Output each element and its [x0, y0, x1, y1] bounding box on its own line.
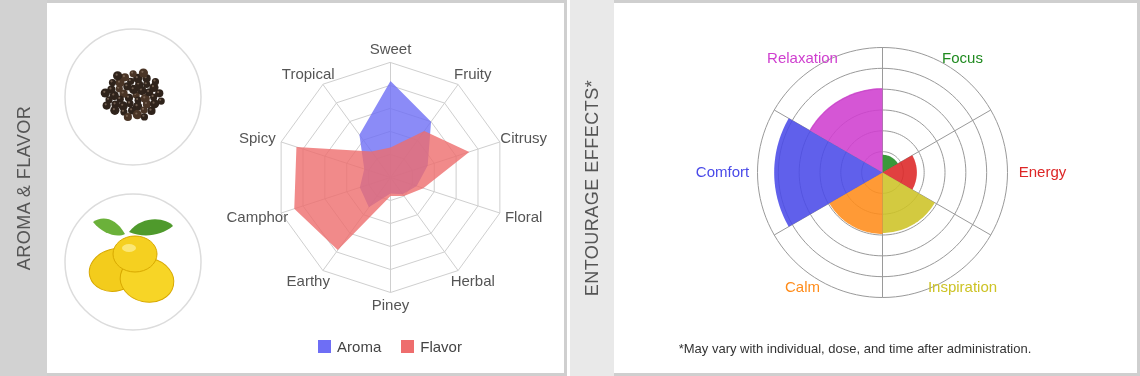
svg-text:Fruity: Fruity [454, 65, 492, 82]
svg-text:Sweet: Sweet [370, 40, 413, 57]
svg-text:Tropical: Tropical [282, 65, 335, 82]
svg-text:Floral: Floral [505, 208, 543, 225]
html-text:*May vary with individual, dos: *May vary with individual, dose, and tim… [678, 341, 1032, 356]
svg-text:Herbal: Herbal [451, 272, 495, 289]
svg-text:Relaxation: Relaxation [767, 49, 838, 66]
svg-text:Piney: Piney [372, 296, 410, 313]
svg-text:Spicy: Spicy [239, 129, 276, 146]
html-text:ENTOURAGE EFFECTS*: ENTOURAGE EFFECTS* [582, 79, 602, 297]
svg-text:Energy: Energy [1019, 163, 1067, 180]
svg-text:Earthy: Earthy [287, 272, 331, 289]
svg-text:Calm: Calm [785, 278, 820, 295]
html-text:Aroma: Aroma [337, 338, 382, 355]
svg-text:Focus: Focus [942, 49, 983, 66]
html-text:AROMA & FLAVOR: AROMA & FLAVOR [14, 105, 34, 271]
svg-text:Comfort: Comfort [696, 163, 750, 180]
html-text:Flavor: Flavor [420, 338, 462, 355]
svg-text:Citrusy: Citrusy [500, 129, 547, 146]
svg-text:Camphor: Camphor [227, 208, 289, 225]
svg-text:Inspiration: Inspiration [928, 278, 997, 295]
